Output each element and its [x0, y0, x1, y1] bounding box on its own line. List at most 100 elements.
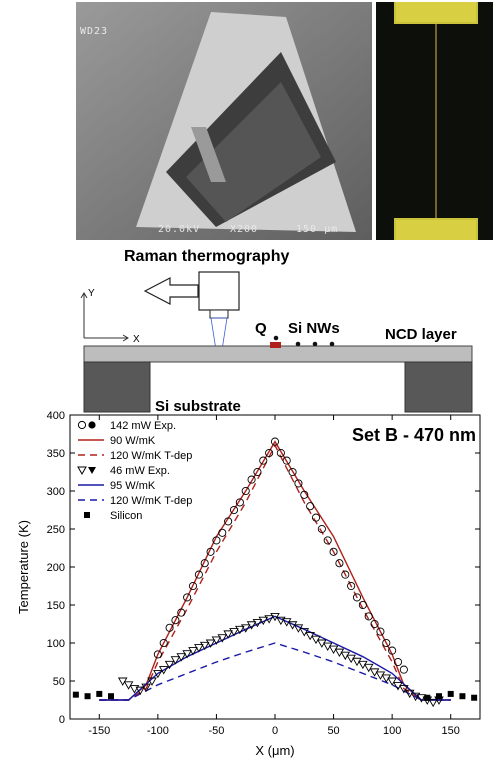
series-line-6 — [99, 642, 451, 701]
point-0-0 — [153, 650, 162, 659]
point-1-46 — [387, 677, 397, 686]
point-0-25 — [300, 490, 309, 499]
x-tick-label-4: 50 — [327, 725, 339, 737]
point-1-50 — [410, 692, 421, 702]
legend-label-6: Silicon — [110, 510, 142, 522]
point-1-10 — [176, 653, 187, 662]
legend-item-0: 142 mW Exp. — [77, 420, 176, 432]
point-0-22 — [282, 456, 291, 465]
point-0-11 — [218, 528, 227, 537]
raman-head — [198, 271, 240, 311]
point-0-7 — [194, 570, 203, 579]
schematic-drawing — [80, 271, 473, 413]
point-0-18 — [259, 456, 268, 465]
legend-item-2: 120 W/mK T-dep — [78, 450, 192, 462]
point-0-14 — [235, 498, 244, 507]
substrate-right — [404, 361, 473, 413]
point-1-3 — [135, 686, 146, 696]
point-0-30 — [329, 547, 338, 556]
point-0-2 — [165, 623, 174, 632]
x-tick-label-2: -50 — [208, 725, 224, 737]
sem-label-mag: X200 — [230, 224, 259, 235]
point-0-17 — [253, 467, 262, 477]
point-0-26 — [306, 502, 315, 511]
point-1-24 — [258, 616, 269, 626]
point-0-40 — [388, 646, 397, 655]
point-2-0 — [72, 691, 79, 698]
point-2-8 — [471, 694, 478, 701]
point-2-1 — [84, 693, 91, 700]
schematic-title: Raman thermography — [124, 248, 290, 265]
point-0-4 — [177, 608, 186, 617]
point-1-15 — [205, 639, 216, 648]
point-1-5 — [147, 677, 157, 686]
point-0-10 — [212, 536, 221, 545]
point-1-42 — [363, 663, 374, 673]
sem-label-wd: WD23 — [80, 26, 109, 37]
point-1-53 — [428, 698, 438, 708]
y-tick-label-8: 400 — [47, 410, 65, 422]
point-1-7 — [158, 666, 169, 675]
point-1-23 — [252, 619, 263, 628]
x-tick-label-6: 150 — [442, 725, 460, 737]
chart-annotation: Set B - 470 nm — [352, 425, 476, 445]
legend-label-3: 46 mW Exp. — [110, 465, 170, 477]
point-1-16 — [211, 636, 222, 645]
point-1-12 — [188, 647, 198, 656]
plot-frame — [69, 414, 481, 720]
point-0-5 — [183, 593, 192, 602]
point-0-24 — [294, 479, 303, 488]
x-tick-label-3: 0 — [272, 725, 278, 737]
point-1-13 — [194, 644, 204, 653]
x-tick-label-5: 100 — [383, 725, 401, 737]
legend-label-2: 120 W/mK T-dep — [110, 450, 192, 462]
heater-block — [270, 342, 281, 348]
legend-item-6: Silicon — [84, 510, 142, 522]
legend-item-5: 120 W/mK T-dep — [78, 495, 192, 507]
legend-item-4: 95 W/mK — [78, 480, 156, 492]
point-1-22 — [246, 621, 257, 630]
arrow-left-icon — [143, 277, 199, 305]
y-tick-label-6: 300 — [47, 486, 65, 498]
sem-drawing — [76, 2, 372, 240]
point-0-13 — [229, 505, 239, 515]
point-0-15 — [241, 486, 250, 496]
point-1-18 — [223, 630, 233, 639]
point-0-35 — [358, 600, 367, 610]
point-0-23 — [288, 467, 297, 477]
point-0-3 — [171, 616, 180, 625]
legend-marker-3-a — [77, 466, 87, 476]
point-0-37 — [370, 619, 379, 629]
point-0-12 — [224, 517, 233, 526]
y-tick-label-1: 50 — [53, 676, 65, 688]
legend-label-5: 120 W/mK T-dep — [110, 495, 192, 507]
point-1-27 — [276, 616, 286, 626]
x-tick-label-0: -150 — [88, 725, 110, 737]
sem-micrograph: WD23 20.0kV X200 150 µm — [76, 2, 372, 240]
optical-drawing — [376, 2, 493, 240]
y-tick-label-0: 0 — [59, 714, 65, 726]
point-1-48 — [399, 685, 409, 694]
legend-item-1: 90 W/mK — [78, 435, 156, 447]
point-0-29 — [323, 536, 332, 545]
point-2-3 — [108, 693, 114, 700]
schem-label-nws: Si NWs — [288, 320, 340, 337]
legend-label-4: 95 W/mK — [110, 480, 156, 492]
point-0-41 — [393, 657, 403, 667]
point-0-42 — [399, 665, 408, 674]
point-1-4 — [141, 683, 151, 692]
legend-marker-3-b — [88, 467, 96, 474]
schem-label-ncd: NCD layer — [385, 326, 457, 343]
point-0-31 — [335, 559, 344, 568]
optical-micrograph — [376, 2, 493, 240]
temperature-chart: -150 -100 -50 0 50 100 150 0 50 100 150 200 250 300 35… — [16, 410, 481, 758]
substrate-left — [83, 361, 151, 413]
legend-item-3: 46 mW Exp. — [77, 465, 170, 477]
schem-axis-y: Y — [88, 288, 95, 299]
point-0-20 — [270, 437, 280, 446]
point-1-19 — [229, 628, 239, 637]
point-1-17 — [217, 634, 228, 643]
point-0-9 — [206, 547, 215, 556]
schem-axis-x: X — [133, 334, 140, 345]
schem-label-q: Q — [255, 320, 267, 337]
